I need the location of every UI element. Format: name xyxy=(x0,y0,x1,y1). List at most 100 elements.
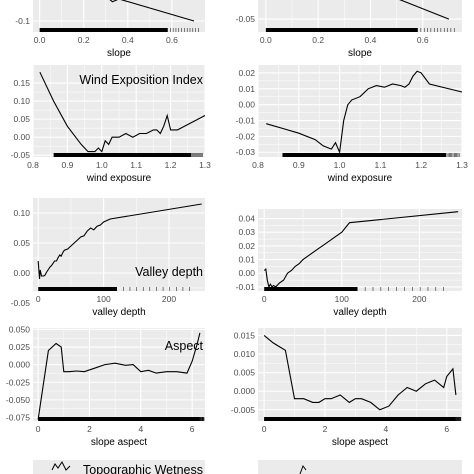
panel-aspect-left: 0 2 4 6 -0.075 -0.050 -0.025 0.000 0.025 0.050 slo… xyxy=(6,324,205,448)
y-tick-label: 0.00 xyxy=(238,268,255,278)
panel-slope-right: 0.0 0.2 0.4 0.6 -0.05 slope xyxy=(236,0,462,59)
rug-marks xyxy=(264,287,444,291)
y-tick-label: 0.050 xyxy=(9,324,31,334)
y-tick-label: -0.02 xyxy=(236,131,256,141)
pdp-line xyxy=(263,334,457,411)
y-tick-label: 0.000 xyxy=(9,360,31,370)
panel-valley-left: 0 100 200 -0.05 0.00 0.05 0.10 valley depth Vall… xyxy=(11,198,205,318)
rug-marks xyxy=(38,417,205,421)
y-tick-label: 0.01 xyxy=(238,255,255,265)
y-tick-label: -0.1 xyxy=(15,16,30,26)
pdp-line xyxy=(266,70,463,155)
y-tick-label: -0.01 xyxy=(236,282,256,292)
x-tick-label: 0 xyxy=(262,294,267,304)
pdp-line xyxy=(399,0,450,20)
x-tick-label: 0 xyxy=(36,424,41,434)
panel-background xyxy=(258,209,462,291)
y-tick-label: 0.04 xyxy=(238,214,255,224)
panel-title: Wind Exposition Index xyxy=(79,73,203,87)
x-axis-label: slope aspect xyxy=(91,437,147,448)
panel-background xyxy=(258,0,462,32)
x-tick-label: 0.0 xyxy=(260,35,272,45)
gridlines xyxy=(32,65,206,157)
x-tick-label: 0.0 xyxy=(34,35,46,45)
x-tick-label: 0.8 xyxy=(252,160,264,170)
x-tick-label: 2 xyxy=(323,424,328,434)
x-tick-label: 100 xyxy=(97,294,111,304)
panel-valley-right: 0 100 200 -0.01 0.00 0.01 0.02 0.03 0.04 valley d… xyxy=(236,209,462,318)
x-tick-label: 6 xyxy=(444,424,449,434)
y-tick-label: -0.03 xyxy=(236,147,256,157)
gridlines xyxy=(33,0,205,32)
rug-marks xyxy=(39,28,199,32)
y-tick-label: -0.05 xyxy=(11,298,31,308)
gridlines xyxy=(33,198,205,304)
x-tick-label: 6 xyxy=(190,424,195,434)
x-tick-label: 2 xyxy=(87,424,92,434)
panel-wind-left: 0.8 0.9 1.0 1.1 1.2 1.3 -0.05 0.00 0.05 0.10 0.15 w… xyxy=(11,65,211,184)
x-tick-label: 1.2 xyxy=(415,160,427,170)
rug-marks xyxy=(38,287,190,291)
y-tick-label: -0.05 xyxy=(236,14,256,24)
x-tick-label: 0.8 xyxy=(27,160,39,170)
y-tick-label: 0.005 xyxy=(234,368,256,378)
pdp-line xyxy=(37,332,201,420)
x-tick-label: 0.2 xyxy=(78,35,90,45)
y-tick-label: 0.03 xyxy=(238,227,255,237)
panel-aspect-right: 0 2 4 6 -0.005 0.000 0.005 0.010 0.015 slope aspe… xyxy=(231,328,462,448)
x-tick-label: 0.4 xyxy=(365,35,377,45)
y-tick-label: -0.050 xyxy=(6,395,30,405)
x-axis-label: wind exposure xyxy=(86,173,152,184)
x-tick-label: 1.0 xyxy=(96,160,108,170)
y-tick-label: -0.075 xyxy=(6,412,30,422)
x-tick-label: 4 xyxy=(384,424,389,434)
y-tick-label: 0.00 xyxy=(13,268,30,278)
gridlines xyxy=(258,0,462,32)
x-tick-label: 1.1 xyxy=(374,160,386,170)
gridlines xyxy=(258,328,462,421)
panel-title: Topographic Wetness xyxy=(83,463,203,474)
rug-marks xyxy=(265,28,455,32)
panel-background xyxy=(258,328,462,421)
pdp-line xyxy=(37,203,202,280)
y-tick-label: 0.05 xyxy=(13,238,30,248)
pdp-line xyxy=(299,464,307,474)
y-tick-label: -0.005 xyxy=(231,405,255,415)
y-tick-label: -0.01 xyxy=(236,116,256,126)
x-tick-label: 0.6 xyxy=(417,35,429,45)
x-axis-label: valley depth xyxy=(333,307,386,318)
x-tick-label: 0.6 xyxy=(166,35,178,45)
y-tick-label: 0.01 xyxy=(238,84,255,94)
panel-twi-right xyxy=(258,460,462,474)
panel-title: Aspect xyxy=(165,339,204,353)
pdp-line xyxy=(39,71,206,153)
x-tick-label: 200 xyxy=(162,294,176,304)
panel-title: Valley depth xyxy=(135,265,203,279)
y-tick-label: -0.05 xyxy=(11,150,31,160)
panel-background xyxy=(33,0,205,32)
x-tick-label: 4 xyxy=(138,424,143,434)
x-tick-label: 100 xyxy=(335,294,349,304)
x-tick-label: 0.4 xyxy=(122,35,134,45)
x-tick-label: 1.1 xyxy=(130,160,142,170)
y-tick-label: 0.000 xyxy=(234,386,256,396)
gridlines xyxy=(258,209,462,291)
panel-background xyxy=(33,328,205,421)
x-tick-label: 1.2 xyxy=(165,160,177,170)
rug-marks xyxy=(53,153,203,157)
x-tick-label: 1.3 xyxy=(199,160,211,170)
y-tick-label: 0.02 xyxy=(238,68,255,78)
y-tick-label: 0.010 xyxy=(234,349,256,359)
y-tick-label: 0.10 xyxy=(13,96,30,106)
gridlines xyxy=(257,65,463,157)
y-tick-label: 0.10 xyxy=(13,208,30,218)
y-tick-label: 0.00 xyxy=(13,132,30,142)
panel-twi-left: Topographic Wetness xyxy=(33,460,205,474)
y-tick-label: 0.00 xyxy=(238,100,255,110)
panel-background xyxy=(33,460,205,474)
pdp-line xyxy=(109,0,195,22)
pdp-line xyxy=(263,211,459,289)
x-axis-label: valley depth xyxy=(92,307,145,318)
y-tick-label: 0.02 xyxy=(238,241,255,251)
